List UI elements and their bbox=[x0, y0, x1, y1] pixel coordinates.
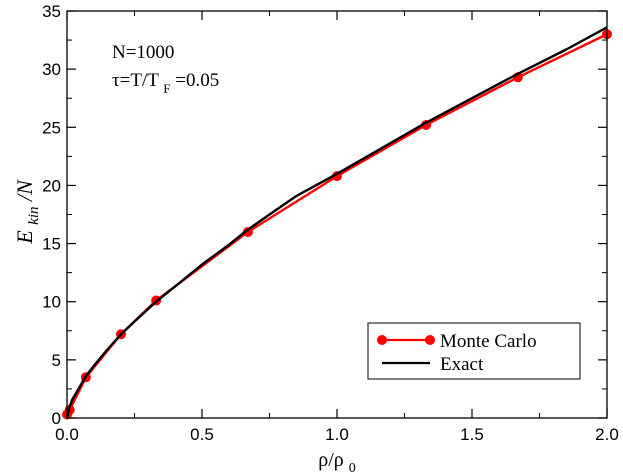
series-line-monte-carlo bbox=[65, 33, 608, 416]
legend-label-monte-carlo: Monte Carlo bbox=[440, 331, 537, 352]
y-axis-title-suffix: /N bbox=[12, 179, 37, 203]
series-line-exact bbox=[65, 26, 608, 419]
plot-frame bbox=[66, 10, 608, 419]
x-tick-label: 1.5 bbox=[460, 425, 484, 444]
x-axis-title-sub: 0 bbox=[349, 461, 356, 475]
data-point-monte-carlo bbox=[242, 226, 253, 237]
annotation-n: N=1000 bbox=[112, 42, 174, 63]
annotation-tau-sub: F bbox=[163, 81, 170, 96]
y-tick-label: 20 bbox=[42, 176, 61, 195]
y-tick-label: 0 bbox=[52, 409, 61, 428]
annotation-tau: τ=T/T F =0.05 bbox=[112, 70, 219, 98]
y-tick-label: 5 bbox=[52, 351, 61, 370]
legend-marker-monte-carlo bbox=[377, 335, 387, 345]
y-tick-label: 25 bbox=[42, 118, 61, 137]
legend-box bbox=[367, 322, 581, 380]
y-tick-label: 30 bbox=[42, 60, 61, 79]
y-tick-label: 15 bbox=[42, 235, 61, 254]
y-tick-label: 35 bbox=[42, 2, 61, 21]
x-tick-label: 0.0 bbox=[55, 425, 79, 444]
x-tick-label: 0.5 bbox=[190, 425, 214, 444]
legend-label-exact: Exact bbox=[440, 354, 484, 375]
x-axis-title-main: ρ/ρ bbox=[318, 449, 344, 471]
y-axis-title-main: E bbox=[12, 230, 37, 245]
y-axis-title-sub: kin bbox=[26, 207, 42, 225]
legend: Monte Carlo Exact bbox=[367, 322, 581, 380]
legend-marker-monte-carlo bbox=[425, 335, 435, 345]
annotation-tau-end: =0.05 bbox=[175, 70, 219, 91]
y-axis-title: E kin /N bbox=[12, 179, 43, 245]
x-tick-label: 2.0 bbox=[595, 425, 619, 444]
x-axis-title: ρ/ρ 0 bbox=[318, 449, 356, 475]
x-tick-label: 1.0 bbox=[325, 425, 349, 444]
annotation-tau-main: τ=T/T bbox=[112, 70, 159, 91]
y-tick-label: 10 bbox=[42, 293, 61, 312]
